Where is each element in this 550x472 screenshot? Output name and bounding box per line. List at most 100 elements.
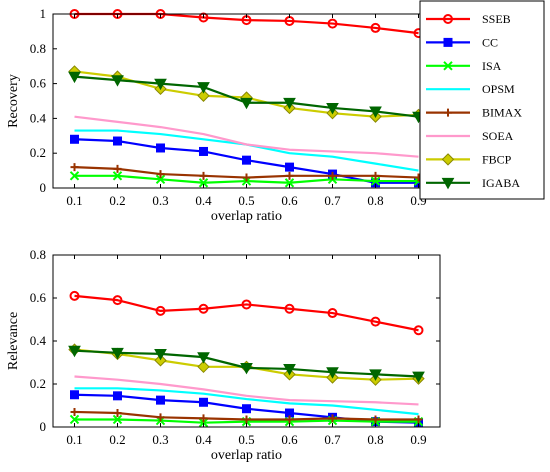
series-line-opsm: [74, 387, 419, 416]
legend-label-bimax: BIMAX: [482, 106, 522, 120]
y-axis-label: Recovery: [6, 74, 21, 128]
chart-panel-1: 0.1 0.2 0.3 0.4 0.5 0.6 0.7 0.8 0.900.20.40.60.8…: [6, 6, 441, 224]
data-point-sseb-1: [69, 290, 80, 301]
data-point-bimax-2: [113, 409, 122, 418]
data-point-cc-6: [285, 162, 294, 172]
data-point-bimax-4: [199, 171, 208, 180]
data-point-igaba-1: [68, 71, 81, 84]
x-tick-label: 0.6: [281, 432, 298, 447]
series-line-soea: [74, 115, 419, 158]
data-point-igaba-2: [111, 75, 124, 87]
data-point-isa-4: [198, 417, 209, 428]
data-point-fbcp-4: [197, 89, 210, 102]
data-point-sseb-5: [241, 299, 252, 310]
x-tick-label: 0.3: [152, 432, 168, 447]
data-point-isa-2: [112, 414, 123, 425]
data-point-sseb-4: [198, 12, 209, 23]
data-point-sseb-6: [284, 303, 295, 314]
data-point-sseb-3: [155, 305, 166, 316]
data-point-bimax-7: [328, 171, 337, 180]
legend-label-fbcp: FBCP: [482, 152, 512, 166]
data-point-isa-8: [370, 176, 381, 186]
data-point-igaba-1: [68, 345, 81, 358]
y-tick-label: 0.8: [30, 247, 46, 262]
y-tick-label: 1: [40, 6, 47, 21]
data-point-bimax-5: [242, 415, 251, 424]
x-tick-label: 0.4: [195, 432, 212, 447]
data-point-cc-4: [199, 146, 208, 156]
x-tick-label: 0.7: [324, 432, 341, 447]
data-point-igaba-6: [283, 97, 296, 110]
data-point-cc-5: [242, 155, 251, 165]
y-axis-label: Relevance: [6, 312, 21, 370]
data-point-bimax-1: [70, 407, 79, 416]
legend-marker-bimax: [444, 108, 452, 117]
x-axis-label: overlap ratio: [211, 448, 282, 463]
x-tick-label: 0.5: [238, 432, 254, 447]
legend-marker-igaba: [441, 177, 455, 190]
data-point-igaba-7: [326, 367, 339, 379]
data-point-sseb-7: [327, 308, 338, 319]
data-point-cc-3: [156, 143, 165, 153]
data-point-igaba-9: [412, 371, 425, 384]
data-point-igaba-8: [369, 369, 382, 381]
x-tick-label: 0.9: [410, 432, 426, 447]
data-point-bimax-6: [285, 171, 294, 180]
plot-frame: [52, 254, 441, 428]
data-point-isa-4: [198, 178, 209, 188]
x-tick-label: 0.8: [367, 432, 383, 447]
x-tick-label: 0.4: [195, 193, 212, 208]
data-point-igaba-4: [197, 82, 210, 94]
data-point-bimax-1: [70, 163, 79, 172]
data-point-cc-1: [70, 134, 79, 144]
x-tick-label: 0.2: [109, 193, 125, 208]
y-tick-label: 0: [40, 180, 47, 195]
data-point-igaba-7: [326, 103, 339, 115]
data-point-igaba-6: [283, 364, 296, 376]
data-point-cc-4: [199, 397, 208, 407]
legend-marker-fbcp: [441, 153, 455, 166]
data-point-igaba-2: [111, 347, 124, 360]
x-tick-label: 0.5: [238, 193, 254, 208]
data-point-bimax-6: [285, 415, 294, 424]
data-point-fbcp-4: [197, 360, 210, 374]
legend-label-soea: SOEA: [482, 129, 514, 143]
data-point-sseb-2: [112, 295, 123, 306]
data-point-bimax-7: [328, 414, 337, 423]
y-tick-label: 0.2: [30, 145, 46, 160]
data-point-igaba-5: [240, 97, 253, 110]
data-point-igaba-3: [154, 349, 167, 361]
data-point-igaba-3: [154, 78, 167, 91]
y-tick-label: 0.8: [30, 41, 46, 56]
legend-label-sseb: SSEB: [482, 12, 511, 26]
series-line-sseb: [74, 294, 419, 332]
legend-label-cc: CC: [482, 35, 498, 49]
data-point-sseb-8: [370, 316, 381, 327]
x-tick-label: 0.3: [152, 193, 168, 208]
data-point-bimax-8: [371, 415, 380, 424]
x-tick-label: 0.6: [281, 193, 298, 208]
legend-label-opsm: OPSM: [482, 82, 515, 96]
legend-label-igaba: IGABA: [482, 176, 520, 190]
data-point-igaba-4: [197, 352, 210, 364]
y-tick-label: 0.6: [30, 290, 47, 305]
y-tick-label: 0.4: [30, 110, 47, 125]
y-tick-label: 0.4: [30, 333, 47, 348]
data-point-cc-5: [242, 404, 251, 414]
data-point-igaba-5: [240, 362, 253, 375]
legend: SSEB CC ISA OPSM BIMAX SOEA FBCP IGABA: [419, 0, 545, 200]
legend-marker-sseb: [443, 14, 453, 24]
y-tick-label: 0: [40, 419, 47, 434]
y-tick-label: 0.6: [30, 76, 47, 91]
data-point-sseb-4: [198, 303, 209, 314]
data-point-cc-2: [113, 391, 122, 401]
data-point-isa-1: [69, 171, 80, 181]
data-point-sseb-7: [327, 18, 338, 29]
data-point-isa-6: [284, 178, 295, 188]
data-point-cc-3: [156, 395, 165, 405]
legend-marker-isa: [443, 61, 453, 71]
data-point-bimax-3: [156, 413, 165, 422]
x-tick-label: 0.8: [367, 193, 383, 208]
data-point-cc-1: [70, 390, 79, 400]
